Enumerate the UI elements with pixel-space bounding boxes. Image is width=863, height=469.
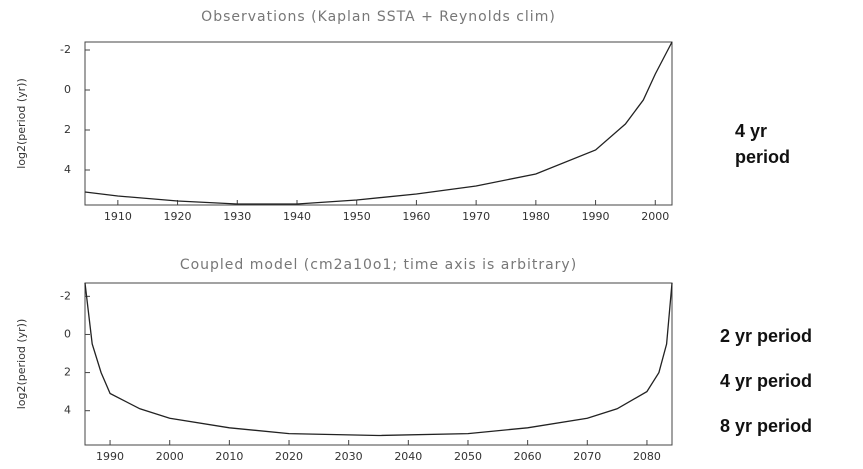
x-tick-label: 1920	[164, 210, 192, 223]
x-tick-label: 2040	[394, 450, 422, 463]
y-tick-label: 0	[64, 327, 71, 340]
plot-frame	[84, 41, 673, 206]
cone-of-influence	[84, 41, 673, 205]
annotation: 4 yr period	[720, 371, 812, 391]
x-tick-label: 2020	[275, 450, 303, 463]
x-tick-label: 2010	[215, 450, 243, 463]
x-tick-label: 1950	[343, 210, 371, 223]
y-tick-label: 2	[64, 123, 71, 136]
plot-frame	[84, 282, 673, 446]
x-tick-label: 1910	[104, 210, 132, 223]
cone-of-influence	[84, 282, 673, 437]
annotation: 2 yr period	[720, 326, 812, 346]
y-tick-label: -2	[60, 289, 71, 302]
x-tick-label: 1990	[582, 210, 610, 223]
x-tick-label: 2000	[156, 450, 184, 463]
x-tick-label: 1980	[522, 210, 550, 223]
x-tick-label: 1940	[283, 210, 311, 223]
annotation: period	[735, 147, 790, 167]
x-tick-label: 2060	[514, 450, 542, 463]
y-tick-label: 2	[64, 366, 71, 379]
x-tick-label: 1970	[462, 210, 490, 223]
x-tick-label: 1960	[402, 210, 430, 223]
y-axis-label: log2(period (yr))	[15, 78, 28, 169]
x-tick-label: 1930	[223, 210, 251, 223]
y-tick-label: 4	[64, 163, 71, 176]
annotation: 4 yr	[735, 121, 767, 141]
x-tick-label: 2000	[641, 210, 669, 223]
x-tick-label: 2080	[633, 450, 661, 463]
chart-title: Observations (Kaplan SSTA + Reynolds cli…	[201, 9, 556, 25]
y-tick-label: -2	[60, 43, 71, 56]
x-tick-label: 2070	[573, 450, 601, 463]
y-tick-label: 0	[64, 83, 71, 96]
annotation: 8 yr period	[720, 416, 812, 436]
y-axis-label: log2(period (yr))	[15, 319, 28, 410]
y-tick-label: 4	[64, 404, 71, 417]
x-tick-label: 2050	[454, 450, 482, 463]
x-tick-label: 2030	[335, 450, 363, 463]
x-tick-label: 1990	[96, 450, 124, 463]
chart-title: Coupled model (cm2a10o1; time axis is ar…	[180, 257, 577, 273]
